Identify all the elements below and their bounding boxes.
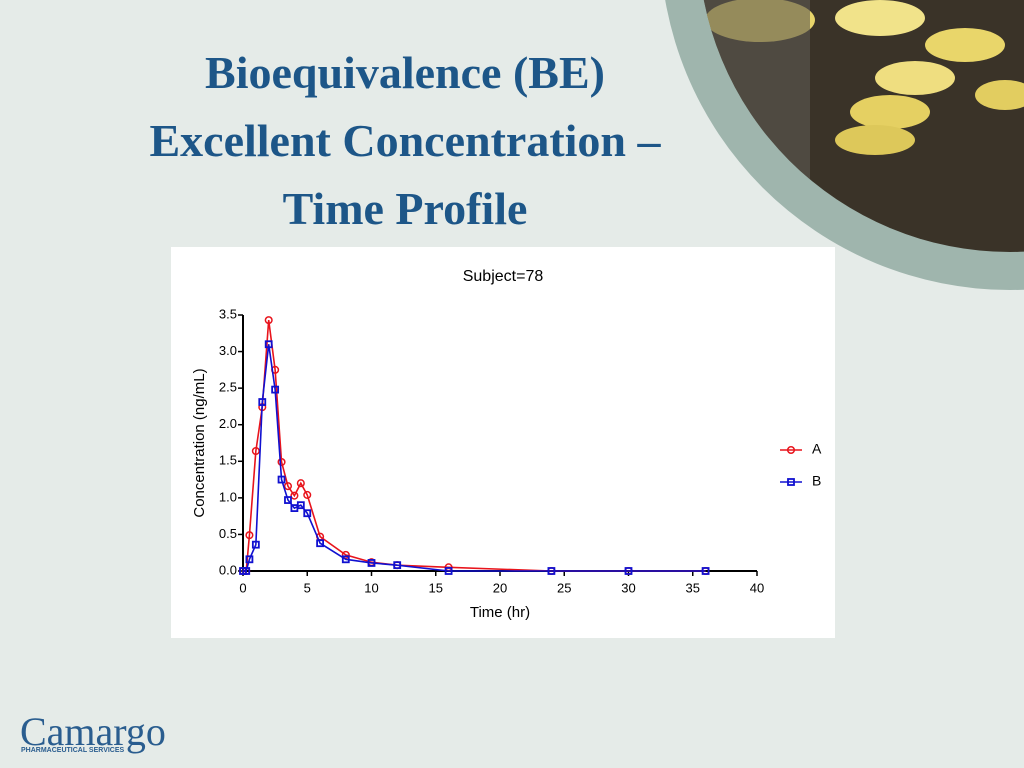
slide-title: Bioequivalence (BE) <box>205 47 605 98</box>
marker <box>258 398 267 406</box>
legend-label: A <box>812 441 822 457</box>
x-tick-label: 10 <box>364 580 378 595</box>
y-tick-label: 3.5 <box>219 306 237 321</box>
chart-title: Subject=78 <box>463 268 544 285</box>
legend-label: B <box>812 473 821 489</box>
chart: Subject=78 Time (hr) Concentration (ng/m… <box>191 268 822 621</box>
y-tick-label: 0.0 <box>219 562 237 577</box>
logo-tagline: PHARMACEUTICAL SERVICES <box>21 747 125 754</box>
marker <box>251 540 260 549</box>
y-tick-label: 0.5 <box>219 526 237 541</box>
x-tick-label: 25 <box>557 580 571 595</box>
marker <box>277 457 286 467</box>
slide-title: Time Profile <box>283 183 528 234</box>
marker <box>283 482 293 491</box>
marker <box>284 496 292 504</box>
marker <box>341 550 350 559</box>
x-tick-label: 15 <box>429 580 443 595</box>
y-tick-label: 1.5 <box>219 453 237 468</box>
marker <box>547 567 556 575</box>
marker <box>787 478 795 486</box>
marker <box>316 539 325 548</box>
marker <box>624 567 633 575</box>
marker <box>245 555 254 564</box>
marker <box>251 446 260 456</box>
y-tick-label: 2.5 <box>219 380 237 395</box>
slide-title: Excellent Concentration – <box>149 115 661 166</box>
marker <box>341 555 350 564</box>
marker <box>271 385 280 394</box>
y-tick-label: 1.0 <box>219 489 237 504</box>
marker <box>701 567 710 575</box>
marker <box>264 340 273 349</box>
x-tick-label: 20 <box>493 580 507 595</box>
marker <box>290 491 299 500</box>
x-tick-label: 40 <box>750 580 764 595</box>
x-tick-label: 35 <box>686 580 700 595</box>
y-tick-label: 3.0 <box>219 343 237 358</box>
y-tick-label: 2.0 <box>219 416 237 431</box>
marker <box>296 479 305 488</box>
marker <box>303 509 312 518</box>
marker <box>393 561 402 570</box>
marker <box>296 501 305 510</box>
chart-panel <box>171 247 835 638</box>
x-axis-label: Time (hr) <box>470 604 530 621</box>
marker <box>786 445 796 455</box>
marker <box>245 531 254 540</box>
marker <box>303 490 312 499</box>
marker <box>277 475 286 484</box>
series-line <box>243 320 706 572</box>
x-tick-label: 0 <box>239 580 246 595</box>
marker <box>367 559 376 567</box>
x-tick-label: 30 <box>621 580 635 595</box>
marker <box>264 316 273 325</box>
y-axis-label: Concentration (ng/mL) <box>191 368 208 517</box>
marker <box>242 567 251 575</box>
logo-name: Camargo <box>20 709 166 754</box>
x-tick-label: 5 <box>304 580 311 595</box>
marker <box>444 567 453 575</box>
